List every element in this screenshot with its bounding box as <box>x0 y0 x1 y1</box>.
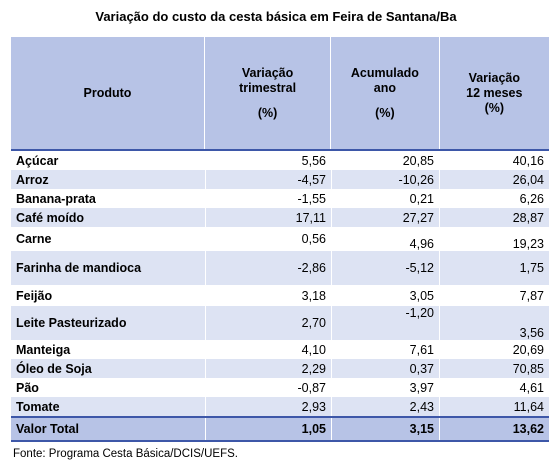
cell-acumulado: 3,97 <box>331 378 439 397</box>
total-trimestral: 1,05 <box>205 418 331 440</box>
cell-acumulado: -10,26 <box>331 170 439 189</box>
cell-trimestral: 3,18 <box>205 285 331 306</box>
table-row: Açúcar 5,56 20,85 40,16 <box>11 151 549 170</box>
cell-acumulado: -5,12 <box>331 251 439 285</box>
cell-doze-meses: 11,64 <box>439 397 549 416</box>
header-variacao-12-meses: Variação 12 meses (%) <box>438 37 549 149</box>
price-table: Produto Variação trimestral (%) Acumulad… <box>11 37 549 442</box>
cell-trimestral: 0,56 <box>205 227 331 251</box>
header-variacao-trimestral: Variação trimestral (%) <box>203 37 330 149</box>
cell-acumulado: 2,43 <box>331 397 439 416</box>
cell-trimestral: 4,10 <box>205 340 331 359</box>
cell-produto: Café moído <box>16 210 85 225</box>
cell-trimestral: -2,86 <box>205 251 331 285</box>
cell-trimestral: -1,55 <box>205 189 331 208</box>
cell-doze-meses: 20,69 <box>439 340 549 359</box>
table-row: Banana-prata -1,55 0,21 6,26 <box>11 189 549 208</box>
cell-doze-meses: 4,61 <box>439 378 549 397</box>
cell-doze-meses: 6,26 <box>439 189 549 208</box>
table-body: Açúcar 5,56 20,85 40,16 Arroz -4,57 -10,26 26,0… <box>11 151 549 416</box>
cell-produto: Carne <box>16 232 52 246</box>
cell-doze-meses: 26,04 <box>439 170 549 189</box>
total-label: Valor Total <box>16 422 79 436</box>
header-variacao-12-unit: (%) <box>484 100 505 115</box>
cell-acumulado: -1,20 <box>331 306 439 340</box>
cell-trimestral: 2,93 <box>205 397 331 416</box>
cell-acumulado: 4,96 <box>331 227 439 251</box>
cell-trimestral: 17,11 <box>205 208 331 227</box>
table-row: Pão -0,87 3,97 4,61 <box>11 378 549 397</box>
cell-produto: Pão <box>16 380 39 395</box>
cell-produto: Leite Pasteurizado <box>16 316 127 330</box>
table-row: Farinha de mandioca -2,86 -5,12 1,75 <box>11 251 549 285</box>
cell-acumulado: 20,85 <box>331 151 439 170</box>
table-row: Leite Pasteurizado 2,70 -1,20 3,56 <box>11 306 549 340</box>
total-doze-meses: 13,62 <box>439 418 549 440</box>
cell-doze-meses: 40,16 <box>439 151 549 170</box>
cell-trimestral: -4,57 <box>205 170 331 189</box>
cell-doze-meses: 7,87 <box>439 285 549 306</box>
header-acumulado-ano: Acumulado ano (%) <box>330 37 438 149</box>
header-produto: Produto <box>83 85 132 100</box>
cell-acumulado: 0,21 <box>331 189 439 208</box>
cell-acumulado: 0,37 <box>331 359 439 378</box>
header-acumulado-line2: ano <box>373 80 397 95</box>
cell-produto: Arroz <box>16 172 49 187</box>
cell-acumulado: 7,61 <box>331 340 439 359</box>
table-header: Produto Variação trimestral (%) Acumulad… <box>11 37 549 151</box>
header-variacao-12-line1: Variação <box>468 70 521 85</box>
total-acumulado: 3,15 <box>331 418 439 440</box>
table-row: Feijão 3,18 3,05 7,87 <box>11 285 549 306</box>
header-acumulado-unit: (%) <box>375 105 395 120</box>
cell-trimestral: -0,87 <box>205 378 331 397</box>
table-row: Carne 0,56 4,96 19,23 <box>11 227 549 251</box>
header-variacao-trimestral-line2: trimestral <box>239 80 297 95</box>
cell-produto: Manteiga <box>16 342 71 357</box>
cell-produto: Farinha de mandioca <box>16 261 142 275</box>
table-row: Manteiga 4,10 7,61 20,69 <box>11 340 549 359</box>
header-acumulado-line1: Acumulado <box>350 65 419 80</box>
cell-doze-meses: 19,23 <box>439 227 549 251</box>
cell-trimestral: 2,70 <box>205 306 331 340</box>
table-row: Óleo de Soja 2,29 0,37 70,85 <box>11 359 549 378</box>
cell-produto: Óleo de Soja <box>16 361 92 376</box>
cell-doze-meses: 3,56 <box>439 306 549 340</box>
cell-produto: Tomate <box>16 399 60 414</box>
cell-produto: Açúcar <box>16 153 59 168</box>
cell-trimestral: 2,29 <box>205 359 331 378</box>
header-variacao-trimestral-line1: Variação <box>241 65 294 80</box>
cell-produto: Feijão <box>16 288 53 303</box>
header-variacao-12-line2: 12 meses <box>466 85 523 100</box>
table-row: Café moído 17,11 27,27 28,87 <box>11 208 549 227</box>
header-variacao-trimestral-unit: (%) <box>257 105 278 120</box>
cell-trimestral: 5,56 <box>205 151 331 170</box>
cell-acumulado: 3,05 <box>331 285 439 306</box>
cell-doze-meses: 1,75 <box>439 251 549 285</box>
table-row: Tomate 2,93 2,43 11,64 <box>11 397 549 416</box>
source-note: Fonte: Programa Cesta Básica/DCIS/UEFS. <box>13 448 238 460</box>
cell-doze-meses: 70,85 <box>439 359 549 378</box>
table-title: Variação do custo da cesta básica em Fei… <box>95 9 457 24</box>
table-row: Arroz -4,57 -10,26 26,04 <box>11 170 549 189</box>
cell-produto: Banana-prata <box>16 191 96 206</box>
total-row: Valor Total 1,05 3,15 13,62 <box>11 416 549 442</box>
cell-doze-meses: 28,87 <box>439 208 549 227</box>
cell-acumulado: 27,27 <box>331 208 439 227</box>
